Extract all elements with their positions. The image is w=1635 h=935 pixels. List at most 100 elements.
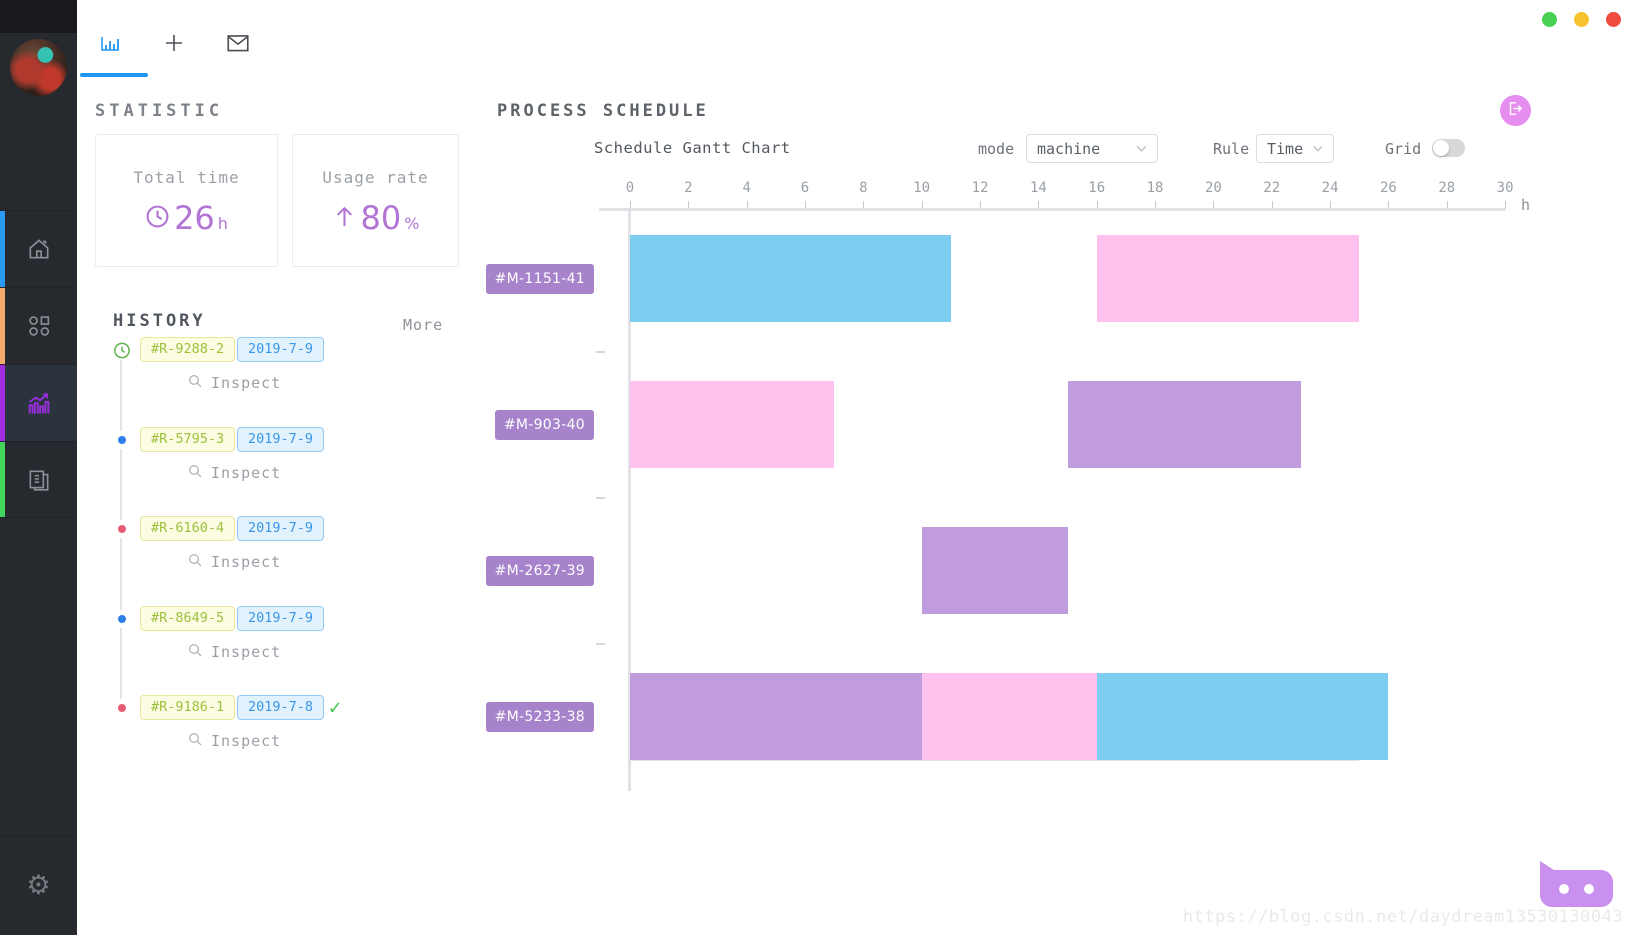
history-date-badge[interactable]: 2019-7-9	[237, 337, 325, 362]
history-id-badge[interactable]: #R-5795-3	[140, 426, 236, 452]
tab-mail[interactable]	[223, 30, 253, 60]
magnifier-icon	[187, 642, 203, 662]
history-id-badge[interactable]: #R-9186-1	[140, 695, 236, 720]
history-date-badge[interactable]: 2019-7-9	[237, 426, 325, 452]
usage-rate-card: Usage rate 80 %	[292, 134, 459, 267]
documents-copy-icon	[26, 467, 52, 493]
history-date-badge[interactable]: 2019-7-8	[237, 695, 325, 720]
history-marker-icon	[113, 430, 131, 449]
inspect-button[interactable]: Inspect	[187, 642, 281, 662]
history-marker-icon	[113, 341, 131, 359]
avatar[interactable]	[10, 39, 67, 96]
tab-new[interactable]	[159, 30, 189, 60]
history-marker-icon	[113, 520, 131, 538]
magnifier-icon	[187, 463, 203, 483]
mail-icon	[225, 32, 251, 58]
inspect-button[interactable]: Inspect	[187, 463, 281, 483]
home-icon	[26, 236, 52, 262]
history-item: #R-6160-4 2019-7-9 ✓ Inspect	[109, 516, 449, 606]
export-icon	[1507, 100, 1524, 121]
bar-chart-icon	[98, 31, 122, 59]
apps-grid-icon	[26, 313, 52, 339]
usage-rate-label: Usage rate	[322, 168, 429, 187]
history-list: #R-9288-2 2019-7-9 ✓ Inspect #R-5795-3 2…	[109, 337, 449, 785]
total-time-card: Total time 26 h	[95, 134, 278, 267]
gantt-bar[interactable]	[921, 673, 1097, 760]
toggle-knob	[1433, 140, 1449, 156]
gantt-row-label: #M-5233-38	[485, 701, 594, 732]
watermark-url: https://blog.csdn.net/daydream1353013004…	[1182, 907, 1623, 927]
gantt-row-label: #M-903-40	[494, 409, 594, 440]
gantt-bar[interactable]	[630, 673, 922, 760]
y-axis-dash	[596, 497, 605, 499]
process-schedule-title: PROCESS SCHEDULE	[497, 101, 709, 121]
history-title: HISTORY	[113, 311, 206, 331]
analytics-chart-icon	[25, 389, 53, 417]
gantt-bar[interactable]	[1096, 235, 1360, 322]
mode-label: mode	[978, 140, 1015, 158]
history-item: #R-5795-3 2019-7-9 ✓ Inspect	[109, 426, 449, 517]
inspect-button[interactable]: Inspect	[187, 552, 281, 572]
y-axis-dash	[596, 351, 605, 353]
history-marker-icon	[113, 699, 131, 717]
history-id-badge[interactable]: #R-6160-4	[140, 516, 236, 541]
sidebar-item-analytics[interactable]	[0, 364, 77, 441]
magnifier-icon	[187, 552, 203, 572]
gantt-bar[interactable]	[630, 381, 835, 468]
documents-accent-bar	[0, 442, 5, 517]
usage-rate-unit: %	[404, 213, 420, 233]
history-id-badge[interactable]: #R-8649-5	[140, 605, 236, 631]
gantt-bar[interactable]	[630, 235, 951, 322]
sidebar-top-strip	[0, 0, 77, 33]
inspect-button[interactable]: Inspect	[187, 731, 281, 751]
gantt-x-axis-line	[599, 208, 1506, 211]
gantt-y-axis-line	[628, 208, 631, 791]
ring-red-icon	[118, 525, 126, 533]
gantt-bar[interactable]	[1067, 381, 1301, 468]
sidebar-item-apps[interactable]	[0, 287, 77, 364]
sidebar-item-home[interactable]	[0, 210, 77, 287]
grid-toggle[interactable]	[1432, 139, 1465, 157]
rule-select[interactable]: Time	[1256, 134, 1334, 163]
analytics-accent-bar	[0, 365, 5, 441]
tab-chart[interactable]	[80, 30, 148, 77]
chat-eye-icon	[1584, 883, 1594, 894]
export-button[interactable]	[1500, 95, 1531, 126]
sidebar-footer: ⚙	[0, 835, 77, 935]
chat-assistant-button[interactable]	[1540, 861, 1613, 907]
history-date-badge[interactable]: 2019-7-9	[237, 516, 325, 541]
minimize-light[interactable]	[1542, 12, 1557, 27]
gantt-bar[interactable]	[1096, 673, 1389, 760]
ring-blue-icon	[118, 614, 126, 623]
total-time-label: Total time	[133, 168, 240, 187]
restore-light[interactable]	[1574, 12, 1589, 27]
clock-icon	[145, 204, 170, 233]
magnifier-icon	[187, 373, 203, 393]
sidebar: ⚙	[0, 0, 77, 935]
gantt-plot-area	[630, 210, 1506, 790]
history-marker-icon	[113, 609, 131, 628]
mode-select[interactable]: machine	[1026, 134, 1158, 163]
history-date-badge[interactable]: 2019-7-9	[237, 605, 325, 631]
ring-blue-icon	[118, 435, 126, 444]
active-tab-underline	[80, 73, 148, 77]
chat-eye-icon	[1559, 883, 1569, 894]
history-more-link[interactable]: More	[403, 316, 444, 334]
check-icon: ✓	[329, 695, 342, 719]
history-item: #R-8649-5 2019-7-9 ✓ Inspect	[109, 605, 449, 696]
sidebar-item-documents[interactable]	[0, 441, 77, 518]
close-light[interactable]	[1606, 12, 1621, 27]
mode-select-value: machine	[1037, 139, 1101, 158]
axis-unit-label: h	[1521, 196, 1531, 214]
ring-red-icon	[118, 704, 126, 712]
gantt-bar[interactable]	[921, 527, 1068, 614]
settings-gear-icon[interactable]: ⚙	[26, 870, 51, 901]
rule-label: Rule	[1213, 140, 1250, 158]
arrow-up-icon	[332, 204, 357, 233]
usage-rate-value: 80	[360, 199, 402, 237]
grid-label: Grid	[1385, 140, 1422, 158]
history-id-badge[interactable]: #R-9288-2	[140, 337, 236, 362]
sidebar-nav	[0, 210, 77, 518]
inspect-button[interactable]: Inspect	[187, 373, 281, 393]
